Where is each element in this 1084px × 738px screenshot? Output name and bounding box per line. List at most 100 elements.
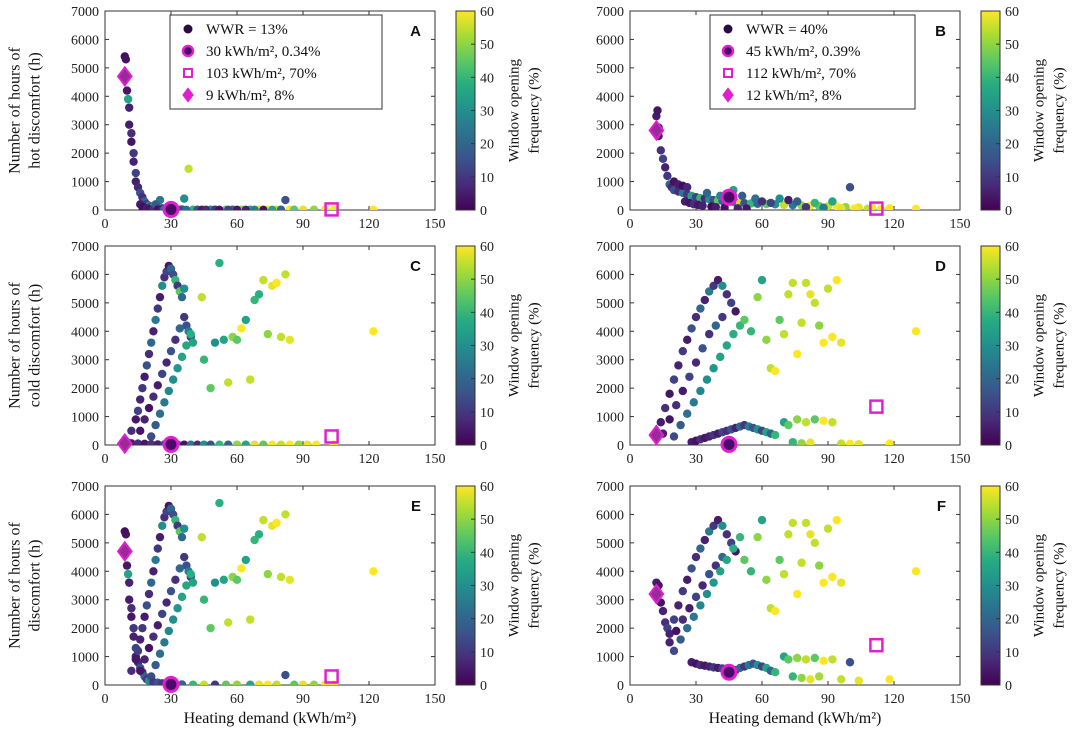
y-axis-label: Number of hours of [7, 47, 24, 174]
data-point [810, 298, 819, 308]
data-point [177, 532, 187, 542]
x-tick-label: 30 [689, 452, 703, 467]
data-point [661, 163, 670, 172]
y-tick-label: 6000 [71, 33, 99, 48]
diamond-marker-highlight [648, 424, 665, 446]
y-tick-label: 0 [617, 439, 624, 454]
data-point [784, 655, 793, 664]
data-point [219, 335, 228, 345]
panel-letter: E [411, 498, 421, 515]
colorbar-tick-label: 10 [480, 646, 494, 661]
data-point [709, 364, 718, 373]
data-point [171, 335, 180, 345]
circle-marker-highlight [720, 435, 738, 453]
y-tick-label: 3000 [596, 354, 624, 369]
data-point [177, 680, 187, 685]
colorbar-tick-label: 40 [1005, 546, 1019, 561]
data-point [131, 415, 140, 424]
data-point [263, 680, 272, 685]
legend-entry-label: 30 kWh/m², 0.34% [206, 44, 321, 60]
data-point [753, 292, 762, 302]
data-point [771, 606, 780, 616]
data-point [232, 575, 242, 585]
data-point [665, 415, 674, 424]
data-point [272, 680, 281, 685]
data-point [766, 198, 775, 208]
data-point [215, 498, 224, 508]
data-point [676, 635, 685, 644]
data-point [828, 655, 837, 664]
data-point [123, 94, 133, 104]
colorbar-tick-label: 50 [480, 273, 494, 288]
data-point [793, 349, 802, 359]
data-point [281, 510, 290, 519]
data-point [801, 518, 811, 528]
data-point [151, 660, 160, 670]
data-point [250, 295, 259, 305]
data-point [202, 205, 211, 210]
data-point [683, 623, 692, 633]
data-point [669, 375, 679, 384]
y-tick-label: 0 [92, 439, 99, 454]
data-point [125, 120, 134, 129]
data-point [188, 578, 198, 587]
colorbar-label: Window opening [506, 293, 522, 397]
data-point [801, 202, 811, 210]
diamond-marker-highlight [116, 432, 133, 455]
colorbar-tick-label: 20 [480, 373, 494, 388]
data-point [832, 515, 841, 525]
data-point [832, 275, 841, 285]
data-point [144, 643, 154, 653]
data-point [837, 204, 846, 210]
data-point [819, 203, 828, 210]
data-point [711, 202, 720, 210]
data-point [716, 567, 725, 576]
data-point [788, 437, 797, 445]
data-point [656, 146, 665, 155]
panel-f: 0 30 60 90 120 150 0 1000 2000 3000 4000 5000 6000 70… [596, 480, 1067, 727]
data-point [771, 366, 780, 376]
data-point [254, 680, 264, 685]
data-point [147, 439, 156, 445]
colorbar-tick-label: 20 [480, 613, 494, 628]
data-point [722, 530, 731, 539]
data-point [123, 569, 133, 579]
colorbar-tick-label: 40 [1005, 71, 1019, 86]
data-point [153, 621, 162, 630]
data-point [722, 290, 731, 299]
data-point [169, 375, 178, 384]
circle-marker-legend [181, 44, 195, 58]
data-point [140, 612, 149, 621]
data-point [850, 204, 859, 210]
data-point [206, 440, 215, 445]
colorbar-tick-label: 30 [1005, 340, 1019, 355]
data-point [224, 378, 233, 387]
colorbar-label: frequency (%) [1051, 542, 1067, 628]
y-tick-label: 0 [617, 204, 624, 219]
square-marker-legend [723, 68, 733, 78]
colorbar-tick-label: 50 [480, 513, 494, 528]
x-axis-label: Heating demand (kWh/m²) [709, 710, 882, 727]
y-axis-label: Number of hours of [7, 522, 24, 649]
y-tick-label: 1000 [596, 651, 624, 666]
data-point [232, 335, 242, 345]
x-tick-label: 0 [102, 452, 109, 467]
panel-letter: F [937, 498, 946, 515]
x-tick-label: 150 [425, 692, 446, 707]
diamond-marker-highlight [648, 583, 665, 605]
data-point [186, 569, 195, 579]
colorbar-label: frequency (%) [1051, 67, 1067, 153]
y-axis-label: hot discomfort (h) [27, 52, 44, 168]
dot-marker-legend [723, 24, 733, 34]
data-point [793, 197, 802, 206]
data-point [672, 626, 681, 636]
y-axis-label: Number of hours of [7, 282, 24, 409]
data-point [285, 440, 294, 445]
x-tick-label: 90 [821, 692, 835, 707]
data-point [144, 589, 154, 599]
y-tick-label: 0 [92, 204, 99, 219]
y-tick-label: 6000 [596, 268, 624, 283]
data-point [837, 338, 846, 347]
data-point [129, 148, 138, 158]
